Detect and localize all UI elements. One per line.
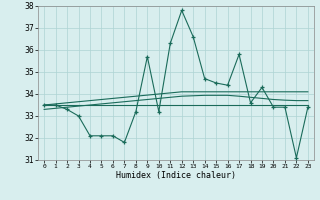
X-axis label: Humidex (Indice chaleur): Humidex (Indice chaleur): [116, 171, 236, 180]
